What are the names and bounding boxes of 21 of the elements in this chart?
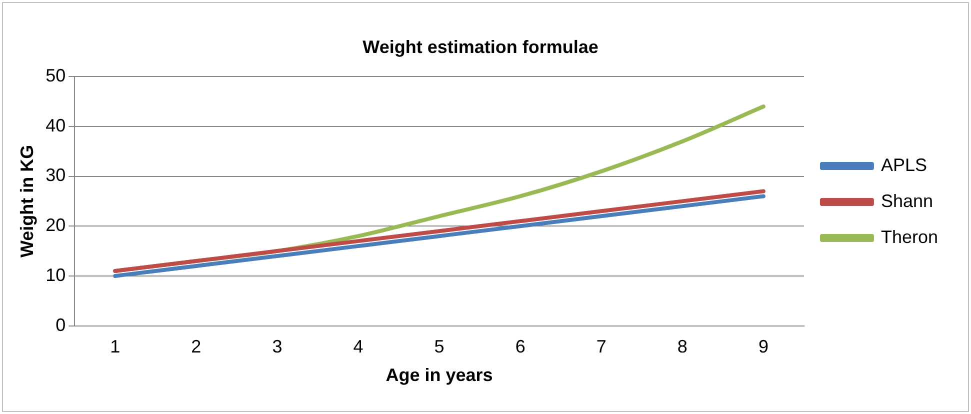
x-tick-label: 3 — [272, 336, 282, 357]
y-tick-label: 20 — [46, 215, 66, 236]
x-tick-label: 9 — [758, 336, 768, 357]
x-tick-label: 7 — [596, 336, 606, 357]
x-tick-label: 6 — [515, 336, 526, 357]
y-tick-label: 30 — [46, 165, 66, 186]
y-tick-label: 50 — [46, 66, 66, 86]
x-axis-title: Age in years — [386, 365, 493, 386]
x-tick-label: 1 — [110, 336, 120, 357]
x-tick-label: 2 — [191, 336, 202, 357]
legend-label: Theron — [880, 226, 938, 247]
y-axis-title: Weight in KG — [16, 144, 37, 258]
y-tick-label: 40 — [46, 115, 66, 136]
x-tick-label: 8 — [677, 336, 688, 357]
legend-label: APLS — [880, 154, 927, 175]
y-tick-label: 0 — [56, 314, 66, 335]
x-tick-label: 5 — [434, 336, 444, 357]
legend-label: Shann — [880, 190, 934, 211]
y-tick-label: 10 — [46, 264, 66, 285]
x-tick-label: 4 — [353, 336, 364, 357]
chart-title: Weight estimation formulae — [362, 36, 598, 57]
